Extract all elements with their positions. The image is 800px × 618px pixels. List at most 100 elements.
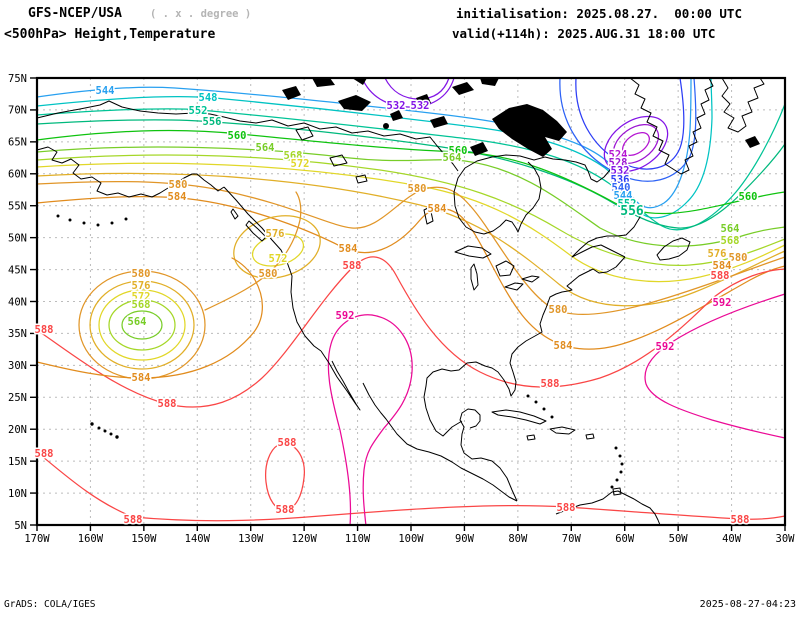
contour-path (361, 77, 455, 108)
axis-ticks (30, 77, 786, 531)
contour-label: 564 (721, 223, 740, 235)
contour-label: 524 (609, 149, 628, 161)
contour-label: 580 (132, 268, 151, 280)
contour-label: 580 (259, 268, 278, 280)
contour-path (108, 299, 176, 351)
contour-label: 592 (336, 310, 355, 322)
valid-time-label: valid(+114h): 2025.AUG.31 18:00 UTC (452, 26, 716, 41)
contour-label: 588 (541, 378, 560, 390)
axis-labels: 75N 70N 65N 60N 55N 50N 45N 40N 35N 30N 25N 20N 15N 1… (8, 73, 795, 545)
contour-path (559, 77, 697, 182)
lon-label: 70W (562, 533, 582, 545)
contour-path (233, 215, 321, 279)
contour-label: 576 (708, 248, 727, 260)
contour-label: 584 (168, 191, 187, 203)
lon-label: 30W (776, 533, 796, 545)
lon-label: 150W (131, 533, 157, 545)
lat-label: 55N (8, 201, 27, 213)
lon-label: 80W (508, 533, 528, 545)
contour-label: 552 (189, 105, 208, 117)
island-specks (56, 123, 624, 489)
contour-path (98, 289, 186, 361)
lon-label: 160W (78, 533, 104, 545)
lat-label: 10N (8, 488, 27, 500)
height-contours (36, 77, 786, 526)
contour-label: 584 (339, 243, 358, 255)
graticule (37, 78, 785, 525)
contour-path (36, 172, 786, 307)
lon-label: 110W (345, 533, 371, 545)
contour-path (384, 77, 450, 100)
contour-path (603, 115, 669, 173)
contour-label: 588 (35, 324, 54, 336)
contour-path (78, 270, 206, 380)
lat-label: 40N (8, 296, 27, 308)
contour-path (36, 257, 263, 379)
lon-label: 100W (398, 533, 424, 545)
lat-label: 65N (8, 137, 27, 149)
lon-label: 40W (722, 533, 742, 545)
lat-label: 30N (8, 360, 27, 372)
contour-label: 588 (158, 398, 177, 410)
contour-label: 588 (343, 260, 362, 272)
lon-label: 60W (615, 533, 635, 545)
contour-path (204, 191, 302, 311)
lat-label: 20N (8, 424, 27, 436)
contour-label: 568 (284, 150, 303, 162)
contour-label: 556 (203, 116, 222, 128)
contour-path (36, 451, 786, 522)
contour-path (575, 77, 685, 170)
contour-label: 564 (443, 152, 462, 164)
contour-label: 572 (269, 253, 288, 265)
lat-label: 75N (8, 73, 27, 85)
contour-label: 588 (278, 437, 297, 449)
contour-label: 560 (449, 145, 468, 157)
lon-label: 120W (291, 533, 317, 545)
contour-path (36, 146, 786, 247)
contour-path (121, 310, 163, 340)
contour-path (622, 132, 650, 156)
lat-label: 5N (14, 520, 27, 532)
lat-label: 50N (8, 232, 27, 244)
contour-path (612, 123, 660, 165)
contour-label: 544 (614, 190, 633, 202)
contour-path (644, 293, 786, 439)
contour-label: 564 (128, 316, 147, 328)
contour-label: 540 (612, 182, 631, 194)
contour-label: 580 (169, 179, 188, 191)
lat-label: 15N (8, 456, 27, 468)
contour-path (36, 162, 786, 283)
contour-path (36, 103, 786, 231)
contour-label: 528 (609, 157, 628, 169)
lon-label: 130W (238, 533, 264, 545)
contour-label: 556 (620, 204, 644, 219)
level-variable-title: <500hPa> Height,Temperature (4, 27, 216, 42)
init-time-label: initialisation: 2025.08.27. 00:00 UTC (456, 6, 742, 21)
contour-label: 588 (557, 502, 576, 514)
contour-label: 588 (276, 504, 295, 516)
contour-path (36, 119, 786, 229)
contour-label: 564 (256, 142, 275, 154)
lat-label: 70N (8, 105, 27, 117)
contour-path (36, 256, 786, 408)
lat-label: 60N (8, 169, 27, 181)
contour-path (36, 77, 692, 209)
contour-label: 580 (729, 252, 748, 264)
contour-label: 544 (96, 85, 115, 97)
contour-label: 592 (656, 341, 675, 353)
contour-label: 592 (713, 297, 732, 309)
contour-label: 572 (132, 291, 151, 303)
contour-label: 584 (428, 203, 447, 215)
contour-path (264, 441, 306, 511)
contour-path (89, 280, 195, 370)
contour-label: 576 (132, 280, 151, 292)
contour-label: 588 (124, 514, 143, 526)
contour-label: 532 (387, 100, 406, 112)
lat-label: 45N (8, 264, 27, 276)
contour-label: 548 (199, 92, 218, 104)
contour-label: 572 (291, 158, 310, 170)
creation-timestamp: 2025-08-27-04:23 (699, 599, 796, 610)
contour-path (327, 314, 373, 526)
